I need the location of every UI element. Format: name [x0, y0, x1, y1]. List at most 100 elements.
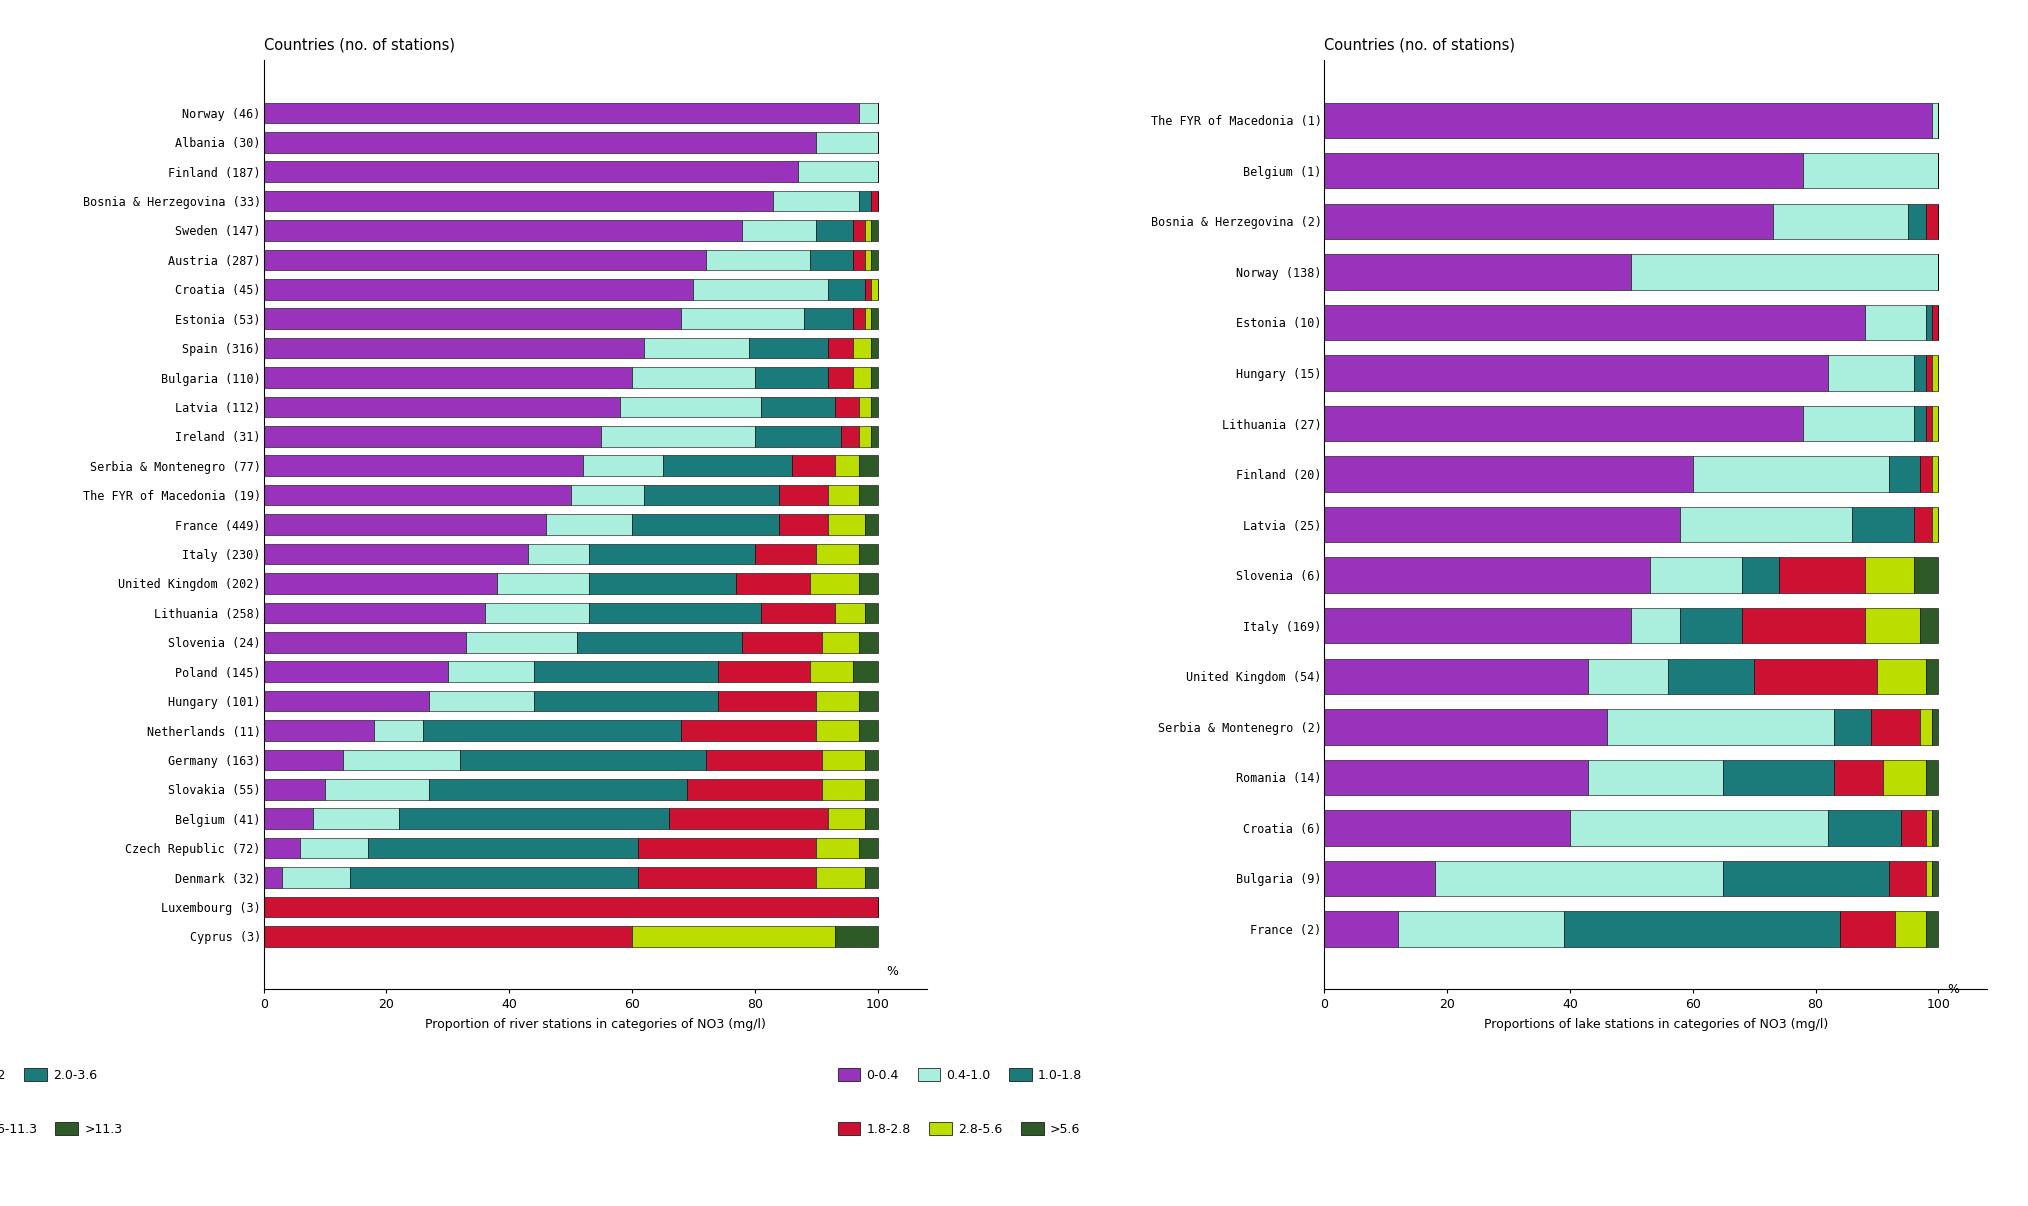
Bar	[706, 250, 809, 270]
Bar	[264, 632, 466, 652]
Bar	[1324, 608, 1631, 644]
Bar	[1324, 557, 1651, 593]
Bar	[1870, 709, 1921, 744]
Bar	[373, 720, 424, 740]
Bar	[1902, 810, 1927, 845]
Bar	[264, 573, 497, 593]
Bar	[809, 250, 854, 270]
Bar	[1324, 810, 1570, 845]
Bar	[1324, 305, 1864, 340]
Bar	[430, 779, 687, 800]
Bar	[264, 485, 570, 505]
Bar	[1933, 861, 1939, 896]
Bar	[854, 221, 866, 241]
Bar	[570, 485, 645, 505]
Bar	[1754, 658, 1878, 693]
Bar	[633, 368, 754, 388]
Bar	[1933, 709, 1939, 744]
Bar	[1927, 760, 1939, 795]
Bar	[639, 838, 815, 859]
Bar	[866, 309, 872, 329]
Bar	[633, 514, 779, 535]
Bar	[264, 926, 633, 947]
Bar	[815, 838, 860, 859]
Bar	[791, 456, 836, 476]
Bar	[1324, 507, 1681, 543]
Bar	[872, 279, 878, 299]
Bar	[827, 338, 854, 358]
Bar	[1324, 254, 1631, 289]
Bar	[1884, 760, 1927, 795]
Bar	[872, 426, 878, 446]
Bar	[1852, 507, 1914, 543]
Bar	[1933, 405, 1939, 441]
Bar	[546, 514, 633, 535]
Bar	[1927, 405, 1933, 441]
Bar	[718, 691, 815, 712]
Bar	[264, 544, 527, 564]
Bar	[1570, 810, 1827, 845]
Bar	[872, 221, 878, 241]
Bar	[264, 779, 324, 800]
Bar	[754, 368, 827, 388]
Bar	[497, 573, 588, 593]
Bar	[1693, 456, 1890, 492]
Bar	[866, 514, 878, 535]
Bar	[872, 191, 878, 211]
Bar	[860, 456, 878, 476]
Bar	[264, 131, 815, 152]
Bar	[854, 250, 866, 270]
Bar	[1927, 658, 1939, 693]
Bar	[1927, 204, 1939, 239]
Bar	[760, 397, 836, 417]
Bar	[866, 779, 878, 800]
Bar	[815, 691, 860, 712]
Bar	[866, 221, 872, 241]
Bar	[400, 808, 669, 829]
Bar	[1878, 658, 1927, 693]
Bar	[866, 867, 878, 888]
Bar	[854, 338, 872, 358]
Bar	[1606, 709, 1833, 744]
Bar	[588, 573, 736, 593]
Bar	[1324, 861, 1436, 896]
Bar	[264, 897, 878, 918]
Text: Countries (no. of stations): Countries (no. of stations)	[1324, 37, 1515, 52]
Bar	[854, 309, 866, 329]
Bar	[694, 279, 827, 299]
Bar	[866, 808, 878, 829]
Bar	[815, 544, 860, 564]
X-axis label: Proportions of lake stations in categories of NO3 (mg/l): Proportions of lake stations in categori…	[1484, 1018, 1827, 1031]
Bar	[633, 926, 836, 947]
Bar	[1927, 305, 1933, 340]
Bar	[1914, 557, 1939, 593]
Bar	[282, 867, 349, 888]
Bar	[300, 838, 367, 859]
Bar	[264, 338, 645, 358]
Bar	[343, 750, 460, 771]
Bar	[872, 338, 878, 358]
Bar	[1772, 204, 1908, 239]
Bar	[621, 397, 760, 417]
Bar	[860, 544, 878, 564]
Bar	[687, 779, 821, 800]
Bar	[866, 603, 878, 624]
Bar	[860, 103, 878, 123]
Bar	[760, 603, 836, 624]
Bar	[466, 632, 576, 652]
Bar	[866, 750, 878, 771]
Bar	[264, 867, 282, 888]
Bar	[645, 485, 779, 505]
Bar	[264, 279, 694, 299]
Bar	[748, 338, 827, 358]
Bar	[1827, 356, 1914, 391]
Bar	[815, 867, 866, 888]
Bar	[1681, 608, 1742, 644]
Bar	[1921, 456, 1933, 492]
Bar	[809, 573, 860, 593]
Bar	[264, 221, 742, 241]
Bar	[582, 456, 663, 476]
Bar	[1324, 153, 1803, 188]
Bar	[754, 544, 815, 564]
Bar	[1324, 456, 1693, 492]
